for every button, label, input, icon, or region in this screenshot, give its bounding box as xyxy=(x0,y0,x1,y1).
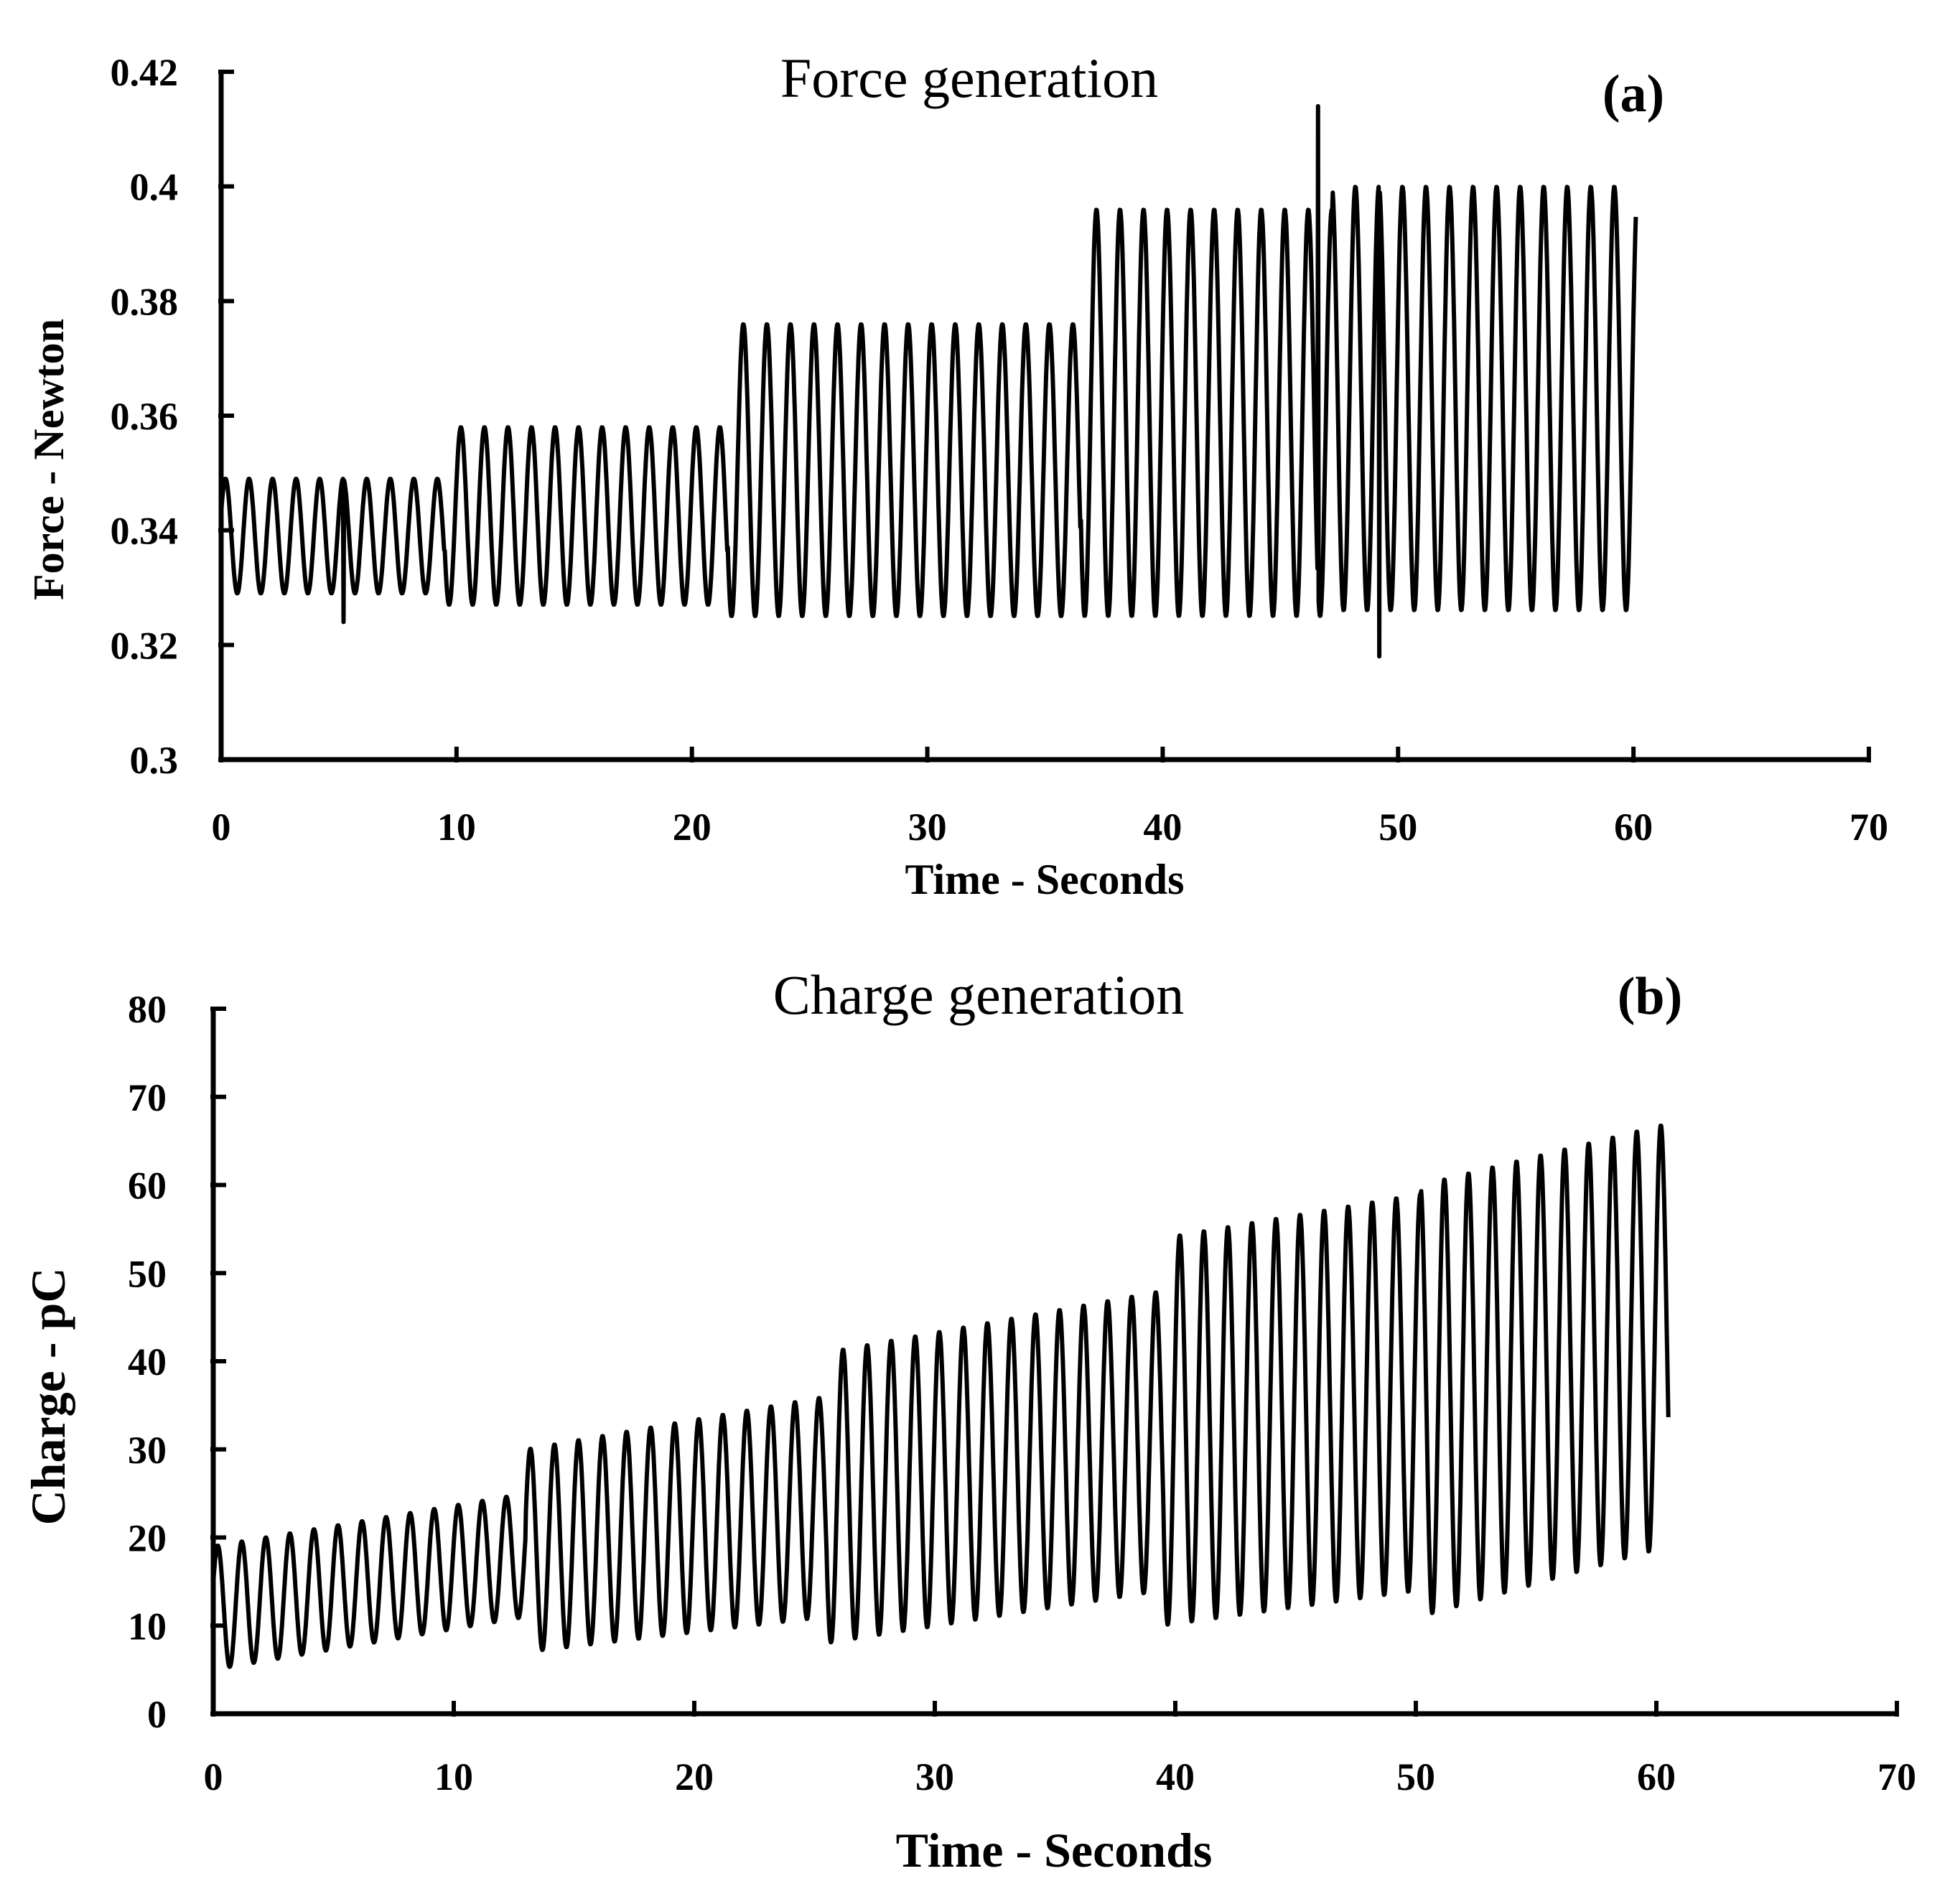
x-tick-label: 50 xyxy=(1378,806,1417,849)
x-tick-label: 40 xyxy=(1156,1755,1195,1798)
x-tick-label: 70 xyxy=(1877,1755,1916,1798)
x-axis-title: Time - Seconds xyxy=(896,1823,1213,1877)
x-tick-label: 20 xyxy=(675,1755,714,1798)
y-tick: 0.4 xyxy=(130,166,235,209)
figure: Force generation (a) 0 10 20 30 40 50 60… xyxy=(0,0,1950,1904)
y-tick-label: 70 xyxy=(128,1076,167,1119)
y-tick-label: 40 xyxy=(128,1340,167,1383)
x-tick-label: 60 xyxy=(1637,1755,1676,1798)
y-tick: 0.42 xyxy=(111,51,235,94)
chart-title: Charge generation xyxy=(773,963,1185,1026)
y-tick-label: 0.32 xyxy=(111,624,179,667)
y-tick-label: 30 xyxy=(128,1429,167,1472)
y-tick-label: 0.4 xyxy=(130,166,179,209)
y-tick: 0.3 xyxy=(130,739,235,782)
x-tick-label: 10 xyxy=(434,1755,473,1798)
panel-label: (b) xyxy=(1618,967,1682,1026)
charge-chart: Charge generation (b) 0 10 20 30 40 50 6… xyxy=(21,963,1916,1877)
y-axis-title: Charge - pC xyxy=(21,1268,75,1526)
y-tick-label: 60 xyxy=(128,1165,167,1208)
y-axis-title: Force - Newton xyxy=(25,319,73,600)
panel-label: (a) xyxy=(1603,65,1664,123)
x-tick-label: 0 xyxy=(204,1755,223,1798)
y-tick: 0.36 xyxy=(111,395,235,438)
plot-area xyxy=(221,72,1869,760)
y-tick-label: 0 xyxy=(147,1693,167,1736)
x-tick-label: 50 xyxy=(1396,1755,1435,1798)
x-tick-label: 70 xyxy=(1849,806,1888,849)
y-tick-label: 0.3 xyxy=(130,739,179,782)
y-tick-label: 50 xyxy=(128,1252,167,1295)
y-tick: 0.32 xyxy=(111,624,235,667)
charge-series-line xyxy=(213,1126,1669,1667)
x-tick-label: 40 xyxy=(1143,806,1182,849)
y-tick-label: 0.42 xyxy=(111,51,179,94)
y-tick-label: 10 xyxy=(128,1605,167,1648)
y-axis-ticks: 0.3 0.32 0.34 0.36 0.38 0.4 0.42 xyxy=(111,51,235,782)
x-tick-label: 30 xyxy=(915,1755,954,1798)
x-tick-label: 10 xyxy=(437,806,476,849)
y-tick: 0.34 xyxy=(111,510,235,553)
y-tick-label: 80 xyxy=(128,988,167,1031)
x-axis-title: Time - Seconds xyxy=(905,856,1185,903)
x-tick-label: 60 xyxy=(1614,806,1653,849)
y-tick-label: 20 xyxy=(128,1517,167,1560)
force-chart: Force generation (a) 0 10 20 30 40 50 60… xyxy=(25,47,1888,903)
y-tick: 0.38 xyxy=(111,280,235,323)
x-tick-label: 0 xyxy=(212,806,231,849)
x-tick-label: 20 xyxy=(673,806,712,849)
chart-title: Force generation xyxy=(780,47,1158,109)
y-tick-label: 0.36 xyxy=(111,395,179,438)
y-tick-label: 0.38 xyxy=(111,280,179,323)
x-tick-label: 30 xyxy=(908,806,947,849)
plot-area xyxy=(213,1009,1897,1714)
force-series-line xyxy=(221,106,1636,656)
y-tick-label: 0.34 xyxy=(111,510,179,553)
